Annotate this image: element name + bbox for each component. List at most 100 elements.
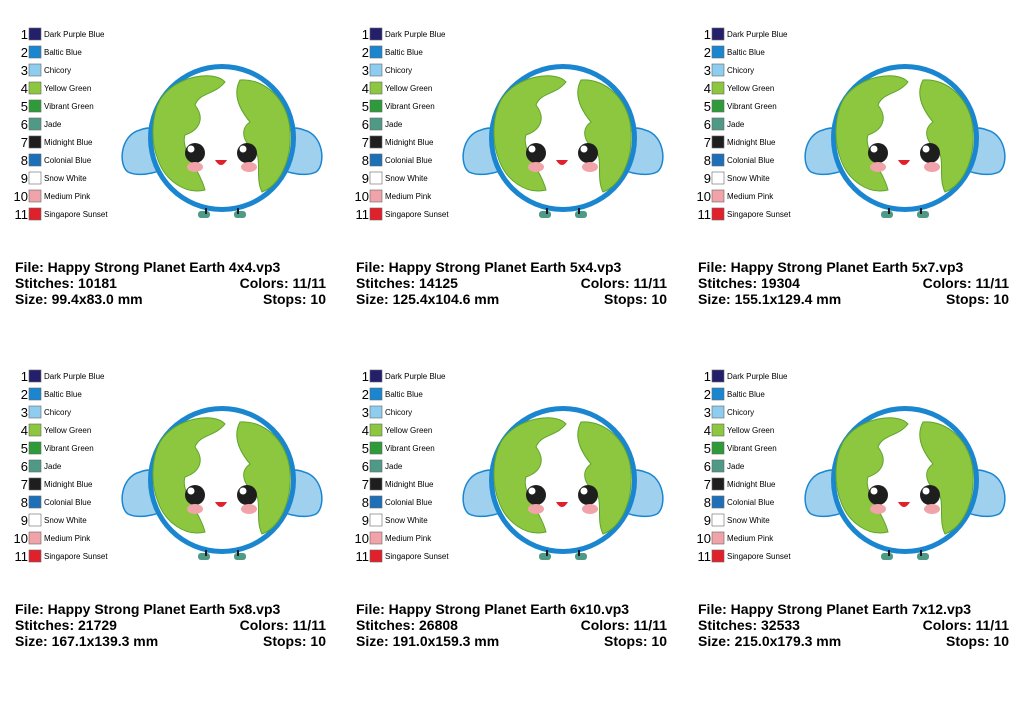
color-swatch <box>711 387 725 401</box>
color-number: 9 <box>362 513 369 528</box>
color-name: Snow White <box>44 516 87 525</box>
color-count: Colors: 11/11 <box>923 617 1010 633</box>
color-number: 2 <box>704 45 711 60</box>
color-swatch <box>711 207 725 221</box>
color-name: Snow White <box>385 516 428 525</box>
color-number: 3 <box>704 63 711 78</box>
color-name: Vibrant Green <box>727 444 777 453</box>
color-number: 3 <box>21 63 28 78</box>
color-swatch <box>28 45 42 59</box>
color-number: 2 <box>362 45 369 60</box>
color-swatch <box>369 531 383 545</box>
color-swatch <box>28 387 42 401</box>
color-name: Midnight Blue <box>44 480 93 489</box>
color-number: 8 <box>362 495 369 510</box>
color-name: Colonial Blue <box>727 498 775 507</box>
color-name: Jade <box>727 462 745 471</box>
color-name: Chicory <box>44 66 71 75</box>
color-swatch <box>711 27 725 41</box>
color-name: Singapore Sunset <box>44 210 108 219</box>
color-swatch <box>28 81 42 95</box>
stop-count: Stops: 10 <box>946 291 1009 307</box>
color-name: Baltic Blue <box>44 48 82 57</box>
color-swatch <box>369 27 383 41</box>
color-number: 6 <box>362 459 369 474</box>
color-name: Baltic Blue <box>727 390 765 399</box>
color-name: Colonial Blue <box>385 156 433 165</box>
color-number: 3 <box>362 405 369 420</box>
color-swatch <box>711 153 725 167</box>
color-number: 5 <box>704 99 711 114</box>
color-swatch <box>711 423 725 437</box>
earth-image <box>805 406 1005 560</box>
color-number: 3 <box>704 405 711 420</box>
color-name: Medium Pink <box>44 192 91 201</box>
color-name: Medium Pink <box>385 192 432 201</box>
design-card: 1 Dark Purple Blue 2 Baltic Blue 3 Chicory 4 Ye… <box>697 27 1010 307</box>
stitch-count: Stitches: 32533 <box>698 617 800 633</box>
color-number: 10 <box>355 189 369 204</box>
color-name: Medium Pink <box>385 534 432 543</box>
color-swatch <box>369 495 383 509</box>
color-swatch <box>369 513 383 527</box>
color-swatch <box>369 387 383 401</box>
color-swatch <box>28 405 42 419</box>
earth-image <box>122 406 322 560</box>
color-number: 1 <box>21 369 28 384</box>
color-name: Jade <box>727 120 745 129</box>
color-name: Baltic Blue <box>385 48 423 57</box>
color-swatch <box>711 495 725 509</box>
color-number: 6 <box>704 459 711 474</box>
color-name: Snow White <box>385 174 428 183</box>
color-name: Yellow Green <box>385 84 432 93</box>
color-swatch <box>28 27 42 41</box>
file-name: File: Happy Strong Planet Earth 7x12.vp3 <box>698 601 971 617</box>
color-swatch <box>28 459 42 473</box>
color-swatch <box>369 423 383 437</box>
color-number: 7 <box>362 477 369 492</box>
color-swatch <box>28 117 42 131</box>
stop-count: Stops: 10 <box>604 291 667 307</box>
color-number: 11 <box>15 207 29 222</box>
color-name: Singapore Sunset <box>44 552 108 561</box>
color-name: Baltic Blue <box>727 48 765 57</box>
color-swatch <box>711 531 725 545</box>
color-swatch <box>369 99 383 113</box>
design-size: Size: 125.4x104.6 mm <box>356 291 499 307</box>
color-name: Baltic Blue <box>44 390 82 399</box>
color-number: 11 <box>698 207 712 222</box>
color-swatch <box>369 81 383 95</box>
color-name: Midnight Blue <box>385 138 434 147</box>
color-swatch <box>711 369 725 383</box>
color-swatch <box>369 45 383 59</box>
color-name: Chicory <box>385 66 412 75</box>
color-name: Jade <box>44 462 62 471</box>
color-number: 8 <box>362 153 369 168</box>
color-swatch <box>28 189 42 203</box>
color-number: 11 <box>356 549 370 564</box>
color-name: Dark Purple Blue <box>727 372 788 381</box>
file-name: File: Happy Strong Planet Earth 5x4.vp3 <box>356 259 622 275</box>
color-name: Vibrant Green <box>385 102 435 111</box>
color-name: Jade <box>44 120 62 129</box>
color-swatch <box>711 81 725 95</box>
design-size: Size: 155.1x129.4 mm <box>698 291 841 307</box>
design-card: 1 Dark Purple Blue 2 Baltic Blue 3 Chicory 4 Ye… <box>14 27 327 307</box>
color-swatch <box>711 189 725 203</box>
color-swatch <box>369 189 383 203</box>
color-number: 2 <box>704 387 711 402</box>
color-number: 7 <box>362 135 369 150</box>
stop-count: Stops: 10 <box>263 633 326 649</box>
color-swatch <box>28 153 42 167</box>
color-number: 5 <box>362 441 369 456</box>
color-swatch <box>711 405 725 419</box>
earth-image <box>463 64 663 218</box>
color-number: 7 <box>704 477 711 492</box>
color-number: 6 <box>362 117 369 132</box>
color-number: 9 <box>704 171 711 186</box>
color-name: Colonial Blue <box>44 498 92 507</box>
color-name: Colonial Blue <box>385 498 433 507</box>
color-name: Medium Pink <box>727 192 774 201</box>
color-name: Chicory <box>44 408 71 417</box>
color-number: 10 <box>355 531 369 546</box>
